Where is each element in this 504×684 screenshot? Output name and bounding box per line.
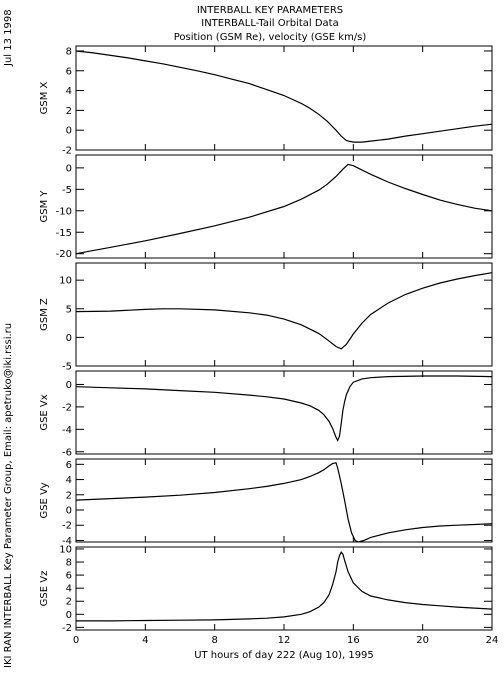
y-tick-label: 6 [66,571,72,582]
y-axis-label-3: GSM Z [39,298,50,331]
date-stamp: Jul 13 1998 [3,9,14,67]
series-line-5 [75,462,493,543]
title-line-2: INTERBALL-Tail Orbital Data [201,18,338,29]
y-tick-label: -2 [62,146,72,157]
y-tick-label: -20 [56,249,72,260]
y-tick-label: -5 [62,362,72,373]
title-line-3: Position (GSM Re), velocity (GSE km/s) [174,32,367,43]
x-tick-label: 8 [211,635,217,646]
y-axis-label-2: GSM Y [39,190,50,223]
y-tick-label: -4 [62,425,72,436]
y-tick-label: -2 [62,521,72,532]
y-tick-label: -5 [62,185,72,196]
series-line-1 [75,50,493,143]
y-tick-label: -4 [62,536,72,547]
x-tick-label: 0 [73,635,79,646]
y-tick-label: 10 [59,544,72,555]
x-tick-label: 12 [278,635,291,646]
y-tick-label: 4 [66,584,72,595]
y-tick-label: 0 [66,380,72,391]
x-tick-label: 16 [347,635,360,646]
title-line-1: INTERBALL KEY PARAMETERS [197,5,343,16]
y-tick-label: -10 [56,206,72,217]
y-tick-label: 0 [66,333,72,344]
y-tick-label: 2 [66,490,72,501]
y-tick-label: -6 [62,447,72,458]
y-tick-label: 8 [66,46,72,57]
y-tick-label: -15 [56,228,72,239]
x-axis-title: UT hours of day 222 (Aug 10), 1995 [194,650,374,661]
y-axis-label-4: GSE Vx [39,394,50,430]
y-tick-label: 5 [66,304,72,315]
y-axis-label-6: GSE Vz [39,571,50,607]
y-axis-label-5: GSE Vy [39,482,50,518]
y-tick-label: 0 [66,506,72,517]
y-tick-label: -2 [62,623,72,634]
credit-text: IKI RAN INTERBALL Key Parameter Group, E… [3,323,14,668]
y-tick-label: 8 [66,558,72,569]
y-tick-label: 0 [66,610,72,621]
y-tick-label: 2 [66,106,72,117]
y-tick-label: 10 [59,276,72,287]
y-tick-label: 2 [66,597,72,608]
y-axis-label-1: GSM X [39,81,50,114]
y-tick-label: 6 [66,460,72,471]
y-tick-label: 4 [66,475,72,486]
x-tick-label: 24 [486,635,499,646]
series-line-6 [76,551,493,622]
series-line-4 [75,375,493,442]
y-tick-label: 0 [66,126,72,137]
y-tick-label: 6 [66,66,72,77]
x-tick-label: 4 [142,635,148,646]
x-tick-label: 20 [416,635,429,646]
y-tick-label: 4 [66,86,72,97]
y-tick-label: 0 [66,163,72,174]
series-line-2 [75,163,493,255]
series-line-3 [75,272,493,350]
y-tick-label: -2 [62,402,72,413]
